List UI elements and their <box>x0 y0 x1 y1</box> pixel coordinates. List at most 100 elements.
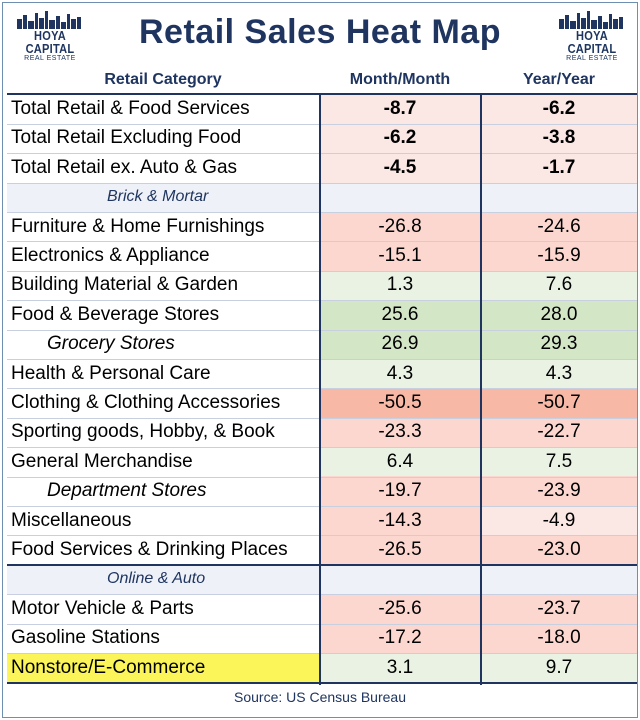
yoy-value: -22.7 <box>481 417 637 448</box>
column-header-category: Retail Category <box>104 70 222 88</box>
yoy-value: 4.3 <box>481 358 637 389</box>
mom-value: -4.5 <box>319 153 481 183</box>
mom-value: -15.1 <box>319 241 481 271</box>
yoy-value <box>481 183 637 212</box>
category-label: Gasoline Stations <box>11 627 160 649</box>
row-divider <box>7 212 637 213</box>
yoy-value: -3.8 <box>481 123 637 154</box>
mom-value: -19.7 <box>319 476 481 506</box>
category-label: Department Stores <box>47 480 207 502</box>
category-label: General Merchandise <box>11 450 193 472</box>
logo-name: HOYA CAPITAL <box>25 28 75 56</box>
category-label: Miscellaneous <box>11 509 132 531</box>
section-row: Brick & Mortar <box>7 182 637 212</box>
row-divider <box>7 153 637 155</box>
mom-value: -23.3 <box>319 417 481 448</box>
category-label: Food & Beverage Stores <box>11 303 220 325</box>
mom-value: 26.9 <box>319 329 481 359</box>
mom-value <box>319 183 481 212</box>
row-divider <box>7 123 637 125</box>
section-row: Online & Auto <box>7 564 637 595</box>
table-row: Nonstore/E-Commerce 3.1 9.7 <box>7 652 637 683</box>
yoy-value: -1.7 <box>481 153 637 183</box>
column-divider <box>319 95 321 685</box>
source-note: Source: US Census Bureau <box>234 689 406 705</box>
category-label: Motor Vehicle & Parts <box>11 597 194 619</box>
logo-name: HOYA CAPITAL <box>567 28 617 56</box>
mom-value: 25.6 <box>319 300 481 330</box>
table-row: Food & Beverage Stores 25.6 28.0 <box>7 300 637 330</box>
heat-map-table: Retail Category Month/Month Year/Year To… <box>7 65 637 683</box>
row-divider <box>7 476 637 478</box>
section-label: Brick & Mortar <box>107 188 209 206</box>
yoy-value: -23.9 <box>481 476 637 506</box>
yoy-value <box>481 565 637 594</box>
logo-sub: REAL ESTATE <box>24 55 76 62</box>
mom-value: 3.1 <box>319 652 481 683</box>
yoy-value: -4.9 <box>481 505 637 536</box>
table-row: Clothing & Clothing Accessories -50.5 -50.… <box>7 388 637 418</box>
table-row: Gasoline Stations -17.2 -18.0 <box>7 623 637 653</box>
table-row: Department Stores -19.7 -23.9 <box>7 476 637 506</box>
row-divider <box>7 241 637 243</box>
category-label: Sporting goods, Hobby, & Book <box>11 421 275 443</box>
table-row: Total Retail Excluding Food -6.2 -3.8 <box>7 123 637 154</box>
section-label: Online & Auto <box>107 570 206 588</box>
row-divider <box>7 417 637 419</box>
table-row: Food Services & Drinking Places -26.5 -23.… <box>7 535 637 565</box>
section-divider <box>7 563 637 566</box>
table-row: Total Retail ex. Auto & Gas -4.5 -1.7 <box>7 153 637 183</box>
mom-value: -17.2 <box>319 623 481 653</box>
table-row: Motor Vehicle & Parts -25.6 -23.7 <box>7 594 637 624</box>
row-divider <box>7 535 637 537</box>
column-divider <box>480 95 482 685</box>
skyline-icon <box>17 11 81 29</box>
category-label: Health & Personal Care <box>11 362 211 384</box>
table-row: Furniture & Home Furnishings -26.8 -24.6 <box>7 211 637 242</box>
mom-value: 4.3 <box>319 358 481 389</box>
table-row: General Merchandise 6.4 7.5 <box>7 447 637 477</box>
yoy-value: 29.3 <box>481 329 637 359</box>
mom-value: -26.5 <box>319 535 481 565</box>
header: HOYA CAPITAL REAL ESTATE Retail Sales He… <box>3 3 637 65</box>
category-label: Building Material & Garden <box>11 274 239 296</box>
yoy-value: -50.7 <box>481 388 637 418</box>
row-divider <box>7 359 637 360</box>
column-header-mom: Month/Month <box>349 70 451 88</box>
category-label: Grocery Stores <box>47 333 175 355</box>
mom-value: -26.8 <box>319 211 481 242</box>
table-body: Total Retail & Food Services -8.7 -6.2 Tota… <box>7 94 637 683</box>
mom-value: -6.2 <box>319 123 481 154</box>
column-header-yoy: Year/Year <box>522 70 596 88</box>
category-label: Nonstore/E-Commerce <box>7 652 319 683</box>
mom-value: -50.5 <box>319 388 481 418</box>
row-divider <box>7 270 637 272</box>
yoy-value: -23.0 <box>481 535 637 565</box>
row-divider <box>7 653 637 654</box>
table-row: Building Material & Garden 1.3 7.6 <box>7 270 637 301</box>
category-label: Furniture & Home Furnishings <box>11 215 265 237</box>
row-divider <box>7 594 637 596</box>
header-divider <box>7 93 637 96</box>
category-label: Food Services & Drinking Places <box>11 538 288 560</box>
yoy-value: 7.5 <box>481 447 637 477</box>
row-divider <box>7 447 637 449</box>
category-label: Electronics & Appliance <box>11 245 210 267</box>
yoy-value: -18.0 <box>481 623 637 653</box>
table-row: Electronics & Appliance -15.1 -15.9 <box>7 241 637 271</box>
category-label: Total Retail & Food Services <box>11 98 250 120</box>
mom-value: 6.4 <box>319 447 481 477</box>
footer-divider <box>7 682 637 685</box>
logo-right: HOYA CAPITAL REAL ESTATE <box>551 11 633 62</box>
category-label: Clothing & Clothing Accessories <box>11 391 281 413</box>
row-divider <box>7 300 637 302</box>
table-row: Grocery Stores 26.9 29.3 <box>7 329 637 359</box>
yoy-value: 9.7 <box>481 652 637 683</box>
mom-value: -8.7 <box>319 94 481 124</box>
table-row: Sporting goods, Hobby, & Book -23.3 -22.7 <box>7 417 637 448</box>
logo-sub: REAL ESTATE <box>566 55 618 62</box>
page-title: Retail Sales Heat Map <box>139 13 501 51</box>
table-row: Total Retail & Food Services -8.7 -6.2 <box>7 94 637 124</box>
row-divider <box>7 623 637 625</box>
